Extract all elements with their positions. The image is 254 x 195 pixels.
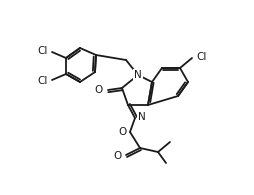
- Text: O: O: [95, 85, 103, 95]
- Text: Cl: Cl: [38, 76, 48, 86]
- Text: O: O: [119, 127, 127, 137]
- Text: Cl: Cl: [38, 46, 48, 56]
- Text: O: O: [114, 151, 122, 161]
- Text: Cl: Cl: [196, 52, 206, 62]
- Text: N: N: [134, 70, 142, 80]
- Text: N: N: [138, 112, 146, 122]
